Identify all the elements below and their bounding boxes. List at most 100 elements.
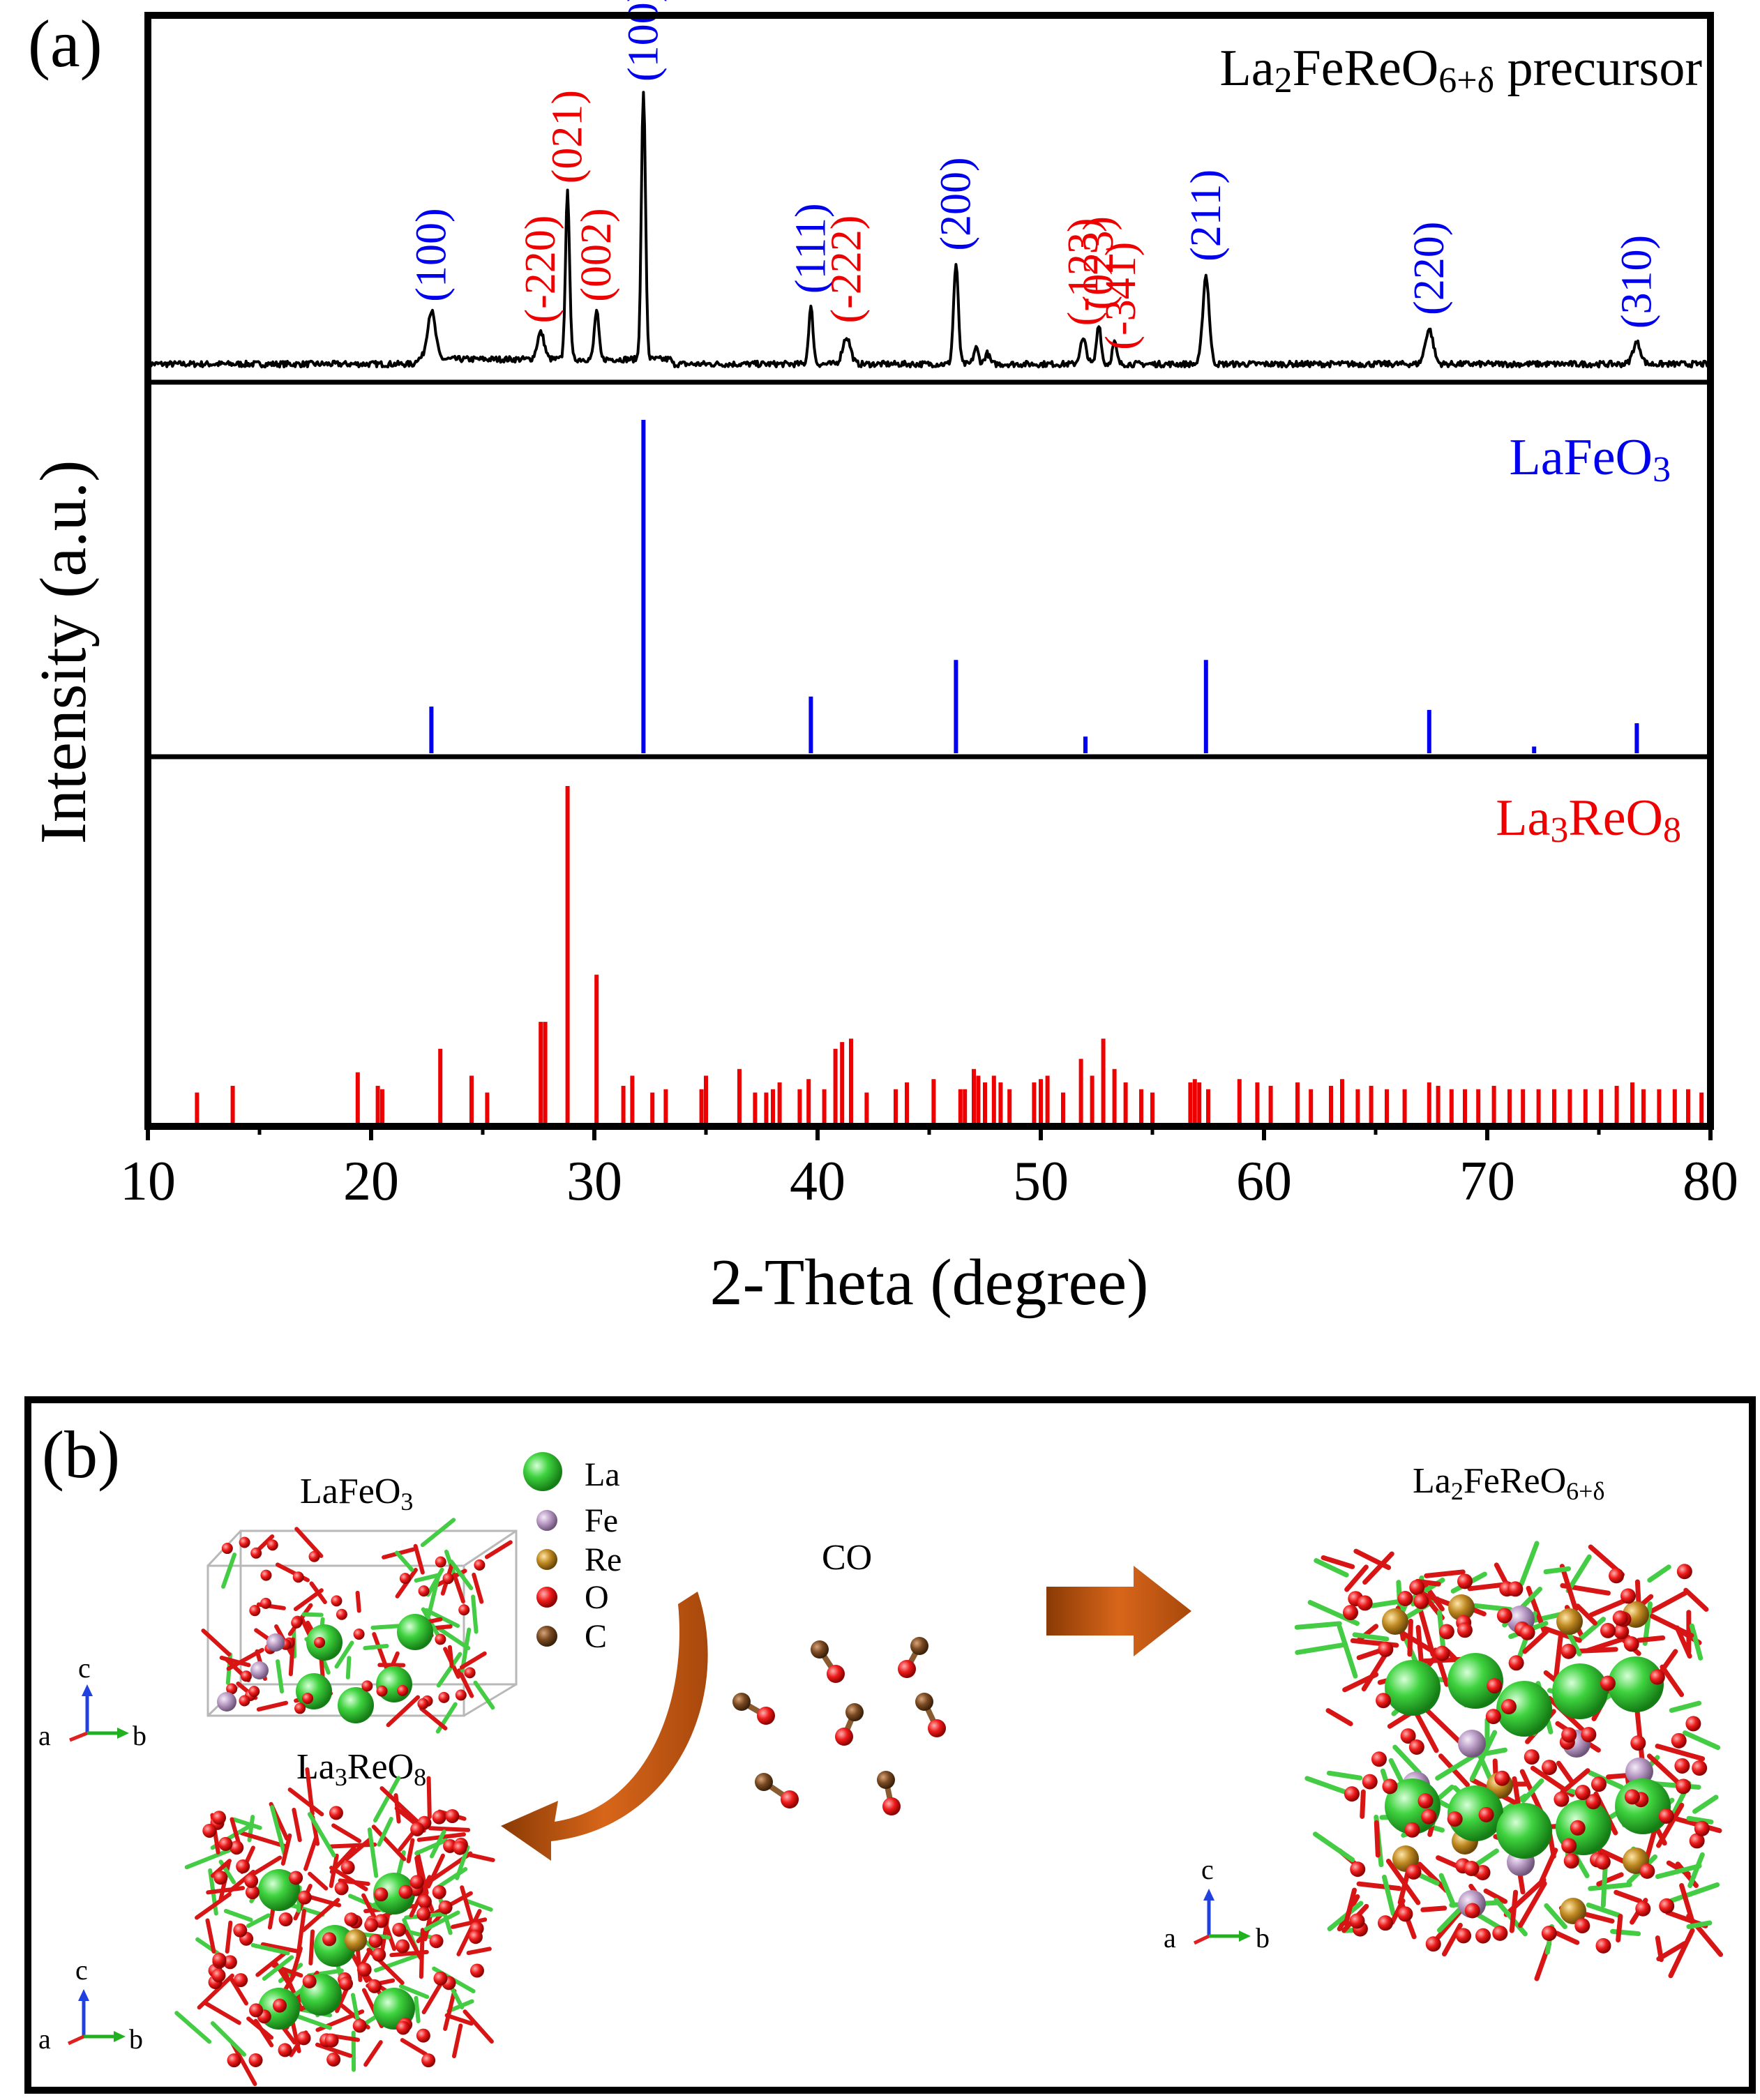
axis-c-label: c — [1201, 1854, 1214, 1885]
o-atom — [1447, 1811, 1463, 1827]
o-atom — [1406, 1864, 1422, 1880]
o-atom — [211, 1968, 226, 1983]
axis-b-label: b — [1256, 1922, 1270, 1954]
la-atom — [1385, 1660, 1441, 1716]
fe-atom — [266, 1633, 285, 1652]
o-atom — [289, 1871, 303, 1885]
o-atom — [340, 1860, 355, 1875]
o-atom — [1342, 1605, 1358, 1621]
o-atom — [1378, 1915, 1394, 1931]
re-atom — [1560, 1898, 1586, 1924]
subplot-la3reo8: La3ReO8 — [195, 786, 1704, 1123]
o-atom — [429, 1934, 444, 1949]
legend-c-sphere — [536, 1626, 557, 1647]
o-atom — [1457, 1573, 1473, 1589]
o-atom — [1350, 1861, 1366, 1878]
x-tick-label: 50 — [1013, 1151, 1069, 1212]
legend-c-label: C — [585, 1618, 607, 1655]
o-atom — [1570, 1820, 1586, 1836]
o-atom — [435, 1556, 446, 1568]
o-atom — [1400, 1728, 1416, 1744]
o-atom — [212, 1811, 227, 1825]
c-atom — [845, 1703, 864, 1721]
o-atom — [1595, 1937, 1611, 1954]
axes-triad-lafeo3: c a b — [38, 1652, 146, 1751]
peak-annotations: (100) (-220)(021)(002)(100)(111)(-222)(20… — [407, 0, 1660, 350]
o-atom — [336, 1608, 347, 1620]
o-atom — [1635, 1901, 1651, 1917]
subplot-lafeo3: LaFeO3 — [429, 420, 1671, 753]
legend-la-sphere — [523, 1452, 562, 1491]
o-atom — [278, 2043, 292, 2057]
o-atom — [1524, 1749, 1540, 1765]
o-atom — [1609, 1568, 1625, 1584]
o-atom — [326, 2053, 341, 2067]
peak-annotation: (-220) — [517, 216, 564, 324]
o-atom — [928, 1719, 946, 1737]
o-atom — [314, 1636, 326, 1648]
o-atom — [1561, 1838, 1577, 1854]
panel-b-frame — [24, 1396, 1756, 2094]
o-atom — [392, 1922, 407, 1937]
la-atom — [1447, 1653, 1503, 1709]
o-atom — [1541, 1925, 1557, 1941]
c-atom — [910, 1637, 928, 1655]
axis-a-label: a — [38, 1720, 51, 1751]
o-atom — [474, 1559, 486, 1571]
o-atom — [757, 1707, 775, 1725]
o-atom — [1494, 1770, 1510, 1786]
o-atom — [240, 1670, 252, 1682]
peak-annotation: (023) — [1075, 216, 1122, 310]
precursor-title: La2FeReO6+δ precursor — [1220, 40, 1702, 100]
fe-atom — [1458, 1730, 1486, 1758]
subplot-precursor: La2FeReO6+δ precursor (100) (-220) (021) (0… — [146, 0, 1711, 369]
o-atom — [453, 1841, 467, 1855]
lafeo3-crystal-structure — [201, 1518, 513, 1734]
re-atom — [1556, 1608, 1583, 1635]
o-atom — [458, 1604, 470, 1616]
o-atom — [417, 1698, 429, 1709]
o-atom — [1438, 1624, 1454, 1640]
o-atom — [1464, 1903, 1480, 1919]
o-atom — [1408, 1739, 1424, 1755]
product-structure-label: La2FeReO6+δ — [1413, 1461, 1604, 1505]
o-atom — [291, 1617, 303, 1629]
o-atom — [1475, 1928, 1491, 1944]
o-atom — [260, 1569, 272, 1581]
o-atom — [1382, 1778, 1398, 1795]
o-atom — [1542, 1760, 1558, 1776]
legend-fe-sphere — [536, 1510, 557, 1531]
o-atom — [1456, 1928, 1472, 1944]
o-atom — [324, 2033, 339, 2048]
o-atom — [1694, 1820, 1710, 1836]
peak-annotation: (-123) — [1060, 218, 1107, 326]
axis-a-label: a — [1164, 1922, 1176, 1954]
x-tick-label: 80 — [1683, 1151, 1738, 1212]
xrd-plot: La2FeReO6+δ precursor (100) (-220) (021) (0… — [120, 0, 1738, 1212]
o-atom — [399, 1573, 411, 1585]
o-atom — [352, 2018, 367, 2033]
o-atom — [1357, 1595, 1373, 1611]
legend-re-sphere — [536, 1549, 557, 1570]
o-atom — [331, 1595, 343, 1607]
o-atom — [1362, 1774, 1378, 1790]
lafeo3-bars — [429, 420, 1639, 753]
atom-legend: La Fe Re O C — [523, 1452, 622, 1655]
axis-c-label: c — [78, 1652, 91, 1684]
o-atom — [294, 1702, 306, 1714]
legend-fe-label: Fe — [585, 1502, 618, 1539]
la-atom — [376, 1666, 412, 1702]
o-atom — [1689, 1833, 1705, 1849]
o-atom — [1404, 1822, 1420, 1838]
o-atom — [250, 1547, 262, 1559]
o-atom — [1397, 1906, 1413, 1922]
o-atom — [221, 1543, 233, 1555]
o-atom — [1492, 1925, 1508, 1941]
o-atom — [433, 1971, 448, 1986]
la-atom — [1496, 1681, 1552, 1737]
o-atom — [1344, 1786, 1360, 1802]
x-tick-label: 60 — [1236, 1151, 1292, 1212]
o-atom — [213, 1871, 228, 1885]
o-atom — [1554, 1791, 1570, 1807]
o-atom — [297, 1890, 312, 1905]
